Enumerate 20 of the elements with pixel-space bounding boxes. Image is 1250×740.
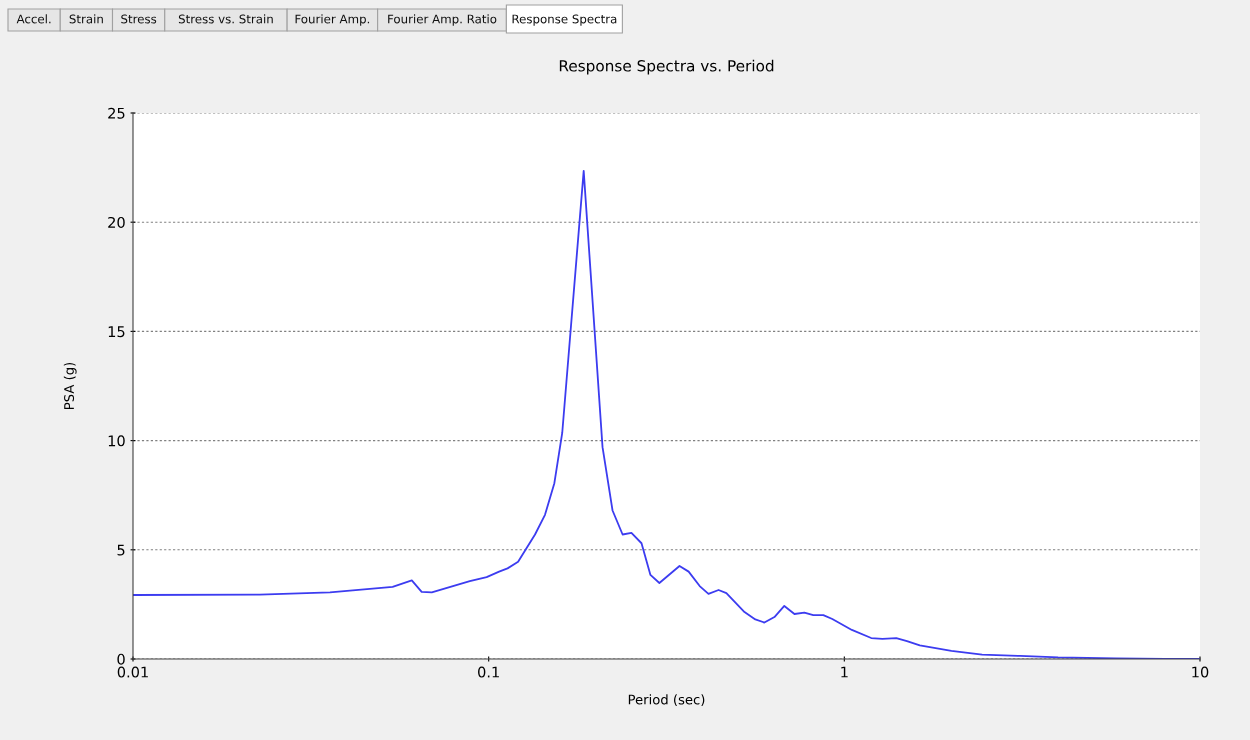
x-axis-title: Period (sec)	[628, 694, 705, 707]
y-tick-label: 10	[108, 435, 125, 447]
x-tick-label: 1	[841, 666, 848, 678]
chart-title: Response Spectra vs. Period	[559, 59, 774, 75]
text: Accel.	[16, 14, 51, 24]
x-tick-label: 0.1	[478, 666, 499, 678]
y-tick-label: 5	[117, 544, 125, 556]
text: Response Spectra	[512, 14, 617, 26]
x-tick-label: 0.01	[117, 666, 148, 678]
text: Stress vs. Strain	[178, 14, 273, 24]
y-tick-label: 0	[117, 653, 125, 665]
y-tick-label: 15	[108, 326, 125, 338]
text: Fourier Amp. Ratio	[388, 14, 497, 26]
y-axis-title: PSA (g)	[63, 362, 77, 409]
y-tick-label: 25	[108, 107, 125, 119]
y-tick-label: 20	[108, 216, 125, 228]
text: Stress	[121, 14, 157, 24]
text: Fourier Amp.	[295, 14, 370, 26]
x-tick-label: 10	[1192, 666, 1209, 678]
text: Strain	[69, 14, 103, 24]
